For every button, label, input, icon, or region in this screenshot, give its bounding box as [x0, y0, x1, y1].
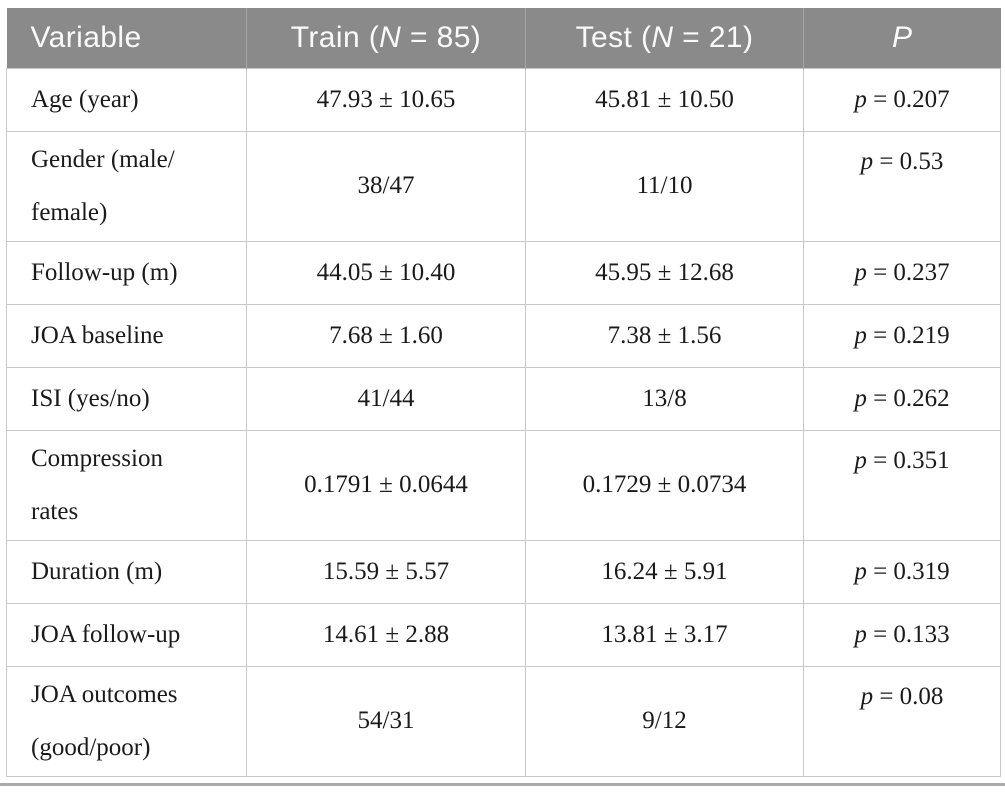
header-test-n: N [651, 21, 674, 54]
variable-cell: Age (year) [6, 68, 247, 132]
test-cell: 7.38 ± 1.56 [525, 304, 804, 368]
variable-cell: Follow-up (m) [6, 241, 247, 305]
variable-cell: Duration (m) [6, 540, 247, 604]
p-rest: = 0.53 [873, 148, 944, 175]
p-cell: p = 0.319 [803, 540, 1001, 604]
train-cell: 14.61 ± 2.88 [246, 603, 526, 667]
table-row: JOA outcomes (good/poor) 54/31 9/12 p = … [6, 666, 1001, 777]
p-symbol: p [854, 620, 867, 648]
header-test-post: = 21) [673, 21, 754, 54]
baseline-characteristics-table: Variable Train (N = 85) Test (N = 21) P … [6, 8, 1001, 777]
table-row: JOA follow-up 14.61 ± 2.88 13.81 ± 3.17 … [6, 603, 1001, 667]
header-row: Variable Train (N = 85) Test (N = 21) P [6, 8, 1001, 69]
variable-cell: JOA follow-up [6, 603, 247, 667]
table-row: Compression rates 0.1791 ± 0.0644 0.1729… [6, 430, 1001, 541]
test-cell: 0.1729 ± 0.0734 [525, 430, 804, 541]
p-rest: = 0.133 [866, 620, 950, 648]
p-rest: = 0.351 [866, 447, 950, 474]
p-rest: = 0.319 [866, 557, 950, 585]
p-rest: = 0.262 [866, 384, 950, 412]
variable-cell: JOA outcomes (good/poor) [6, 666, 247, 777]
test-cell: 16.24 ± 5.91 [525, 540, 804, 604]
p-symbol: p [854, 557, 867, 585]
train-cell: 41/44 [246, 367, 526, 431]
bottom-rule [0, 783, 1005, 786]
p-cell: p = 0.237 [803, 241, 1001, 305]
test-cell: 11/10 [525, 131, 804, 242]
p-symbol: p [854, 85, 867, 113]
table-body: Age (year) 47.93 ± 10.65 45.81 ± 10.50 p… [6, 68, 1001, 777]
test-cell: 45.81 ± 10.50 [525, 68, 804, 132]
variable-cell: JOA baseline [6, 304, 247, 368]
test-cell: 9/12 [525, 666, 804, 777]
table-row: ISI (yes/no) 41/44 13/8 p = 0.262 [6, 367, 1001, 431]
train-cell: 38/47 [246, 131, 526, 242]
header-test: Test (N = 21) [525, 8, 804, 69]
test-cell: 13.81 ± 3.17 [525, 603, 804, 667]
p-cell: p = 0.08 [803, 666, 1001, 777]
table-row: Follow-up (m) 44.05 ± 10.40 45.95 ± 12.6… [6, 241, 1001, 305]
header-p-label: P [892, 21, 913, 54]
p-cell: p = 0.133 [803, 603, 1001, 667]
p-cell: p = 0.219 [803, 304, 1001, 368]
p-rest: = 0.237 [866, 258, 950, 286]
train-cell: 0.1791 ± 0.0644 [246, 430, 526, 541]
p-symbol: p [854, 321, 867, 349]
train-cell: 15.59 ± 5.57 [246, 540, 526, 604]
p-rest: = 0.219 [866, 321, 950, 349]
p-cell: p = 0.351 [803, 430, 1001, 541]
table-row: Duration (m) 15.59 ± 5.57 16.24 ± 5.91 p… [6, 540, 1001, 604]
header-p: P [803, 8, 1001, 69]
header-train-pre: Train ( [290, 21, 380, 54]
header-train: Train (N = 85) [246, 8, 526, 69]
p-symbol: p [860, 683, 874, 710]
p-symbol: p [854, 384, 867, 412]
data-table: Variable Train (N = 85) Test (N = 21) P … [6, 8, 1001, 777]
test-cell: 13/8 [525, 367, 804, 431]
p-rest: = 0.207 [866, 85, 950, 113]
train-cell: 47.93 ± 10.65 [246, 68, 526, 132]
p-symbol: p [854, 258, 867, 286]
p-symbol: p [854, 447, 867, 474]
variable-cell: Compression rates [6, 430, 247, 541]
p-cell: p = 0.207 [803, 68, 1001, 132]
variable-cell: Gender (male/ female) [6, 131, 247, 242]
test-cell: 45.95 ± 12.68 [525, 241, 804, 305]
variable-cell: ISI (yes/no) [6, 367, 247, 431]
p-symbol: p [860, 148, 874, 175]
p-cell: p = 0.262 [803, 367, 1001, 431]
table-row: Gender (male/ female) 38/47 11/10 p = 0.… [6, 131, 1001, 242]
train-cell: 7.68 ± 1.60 [246, 304, 526, 368]
header-train-n: N [379, 21, 402, 54]
train-cell: 54/31 [246, 666, 526, 777]
header-test-pre: Test ( [575, 21, 652, 54]
header-variable: Variable [6, 8, 247, 69]
table-row: JOA baseline 7.68 ± 1.60 7.38 ± 1.56 p =… [6, 304, 1001, 368]
p-rest: = 0.08 [873, 683, 944, 710]
p-cell: p = 0.53 [803, 131, 1001, 242]
train-cell: 44.05 ± 10.40 [246, 241, 526, 305]
header-train-post: = 85) [401, 21, 482, 54]
table-row: Age (year) 47.93 ± 10.65 45.81 ± 10.50 p… [6, 68, 1001, 132]
